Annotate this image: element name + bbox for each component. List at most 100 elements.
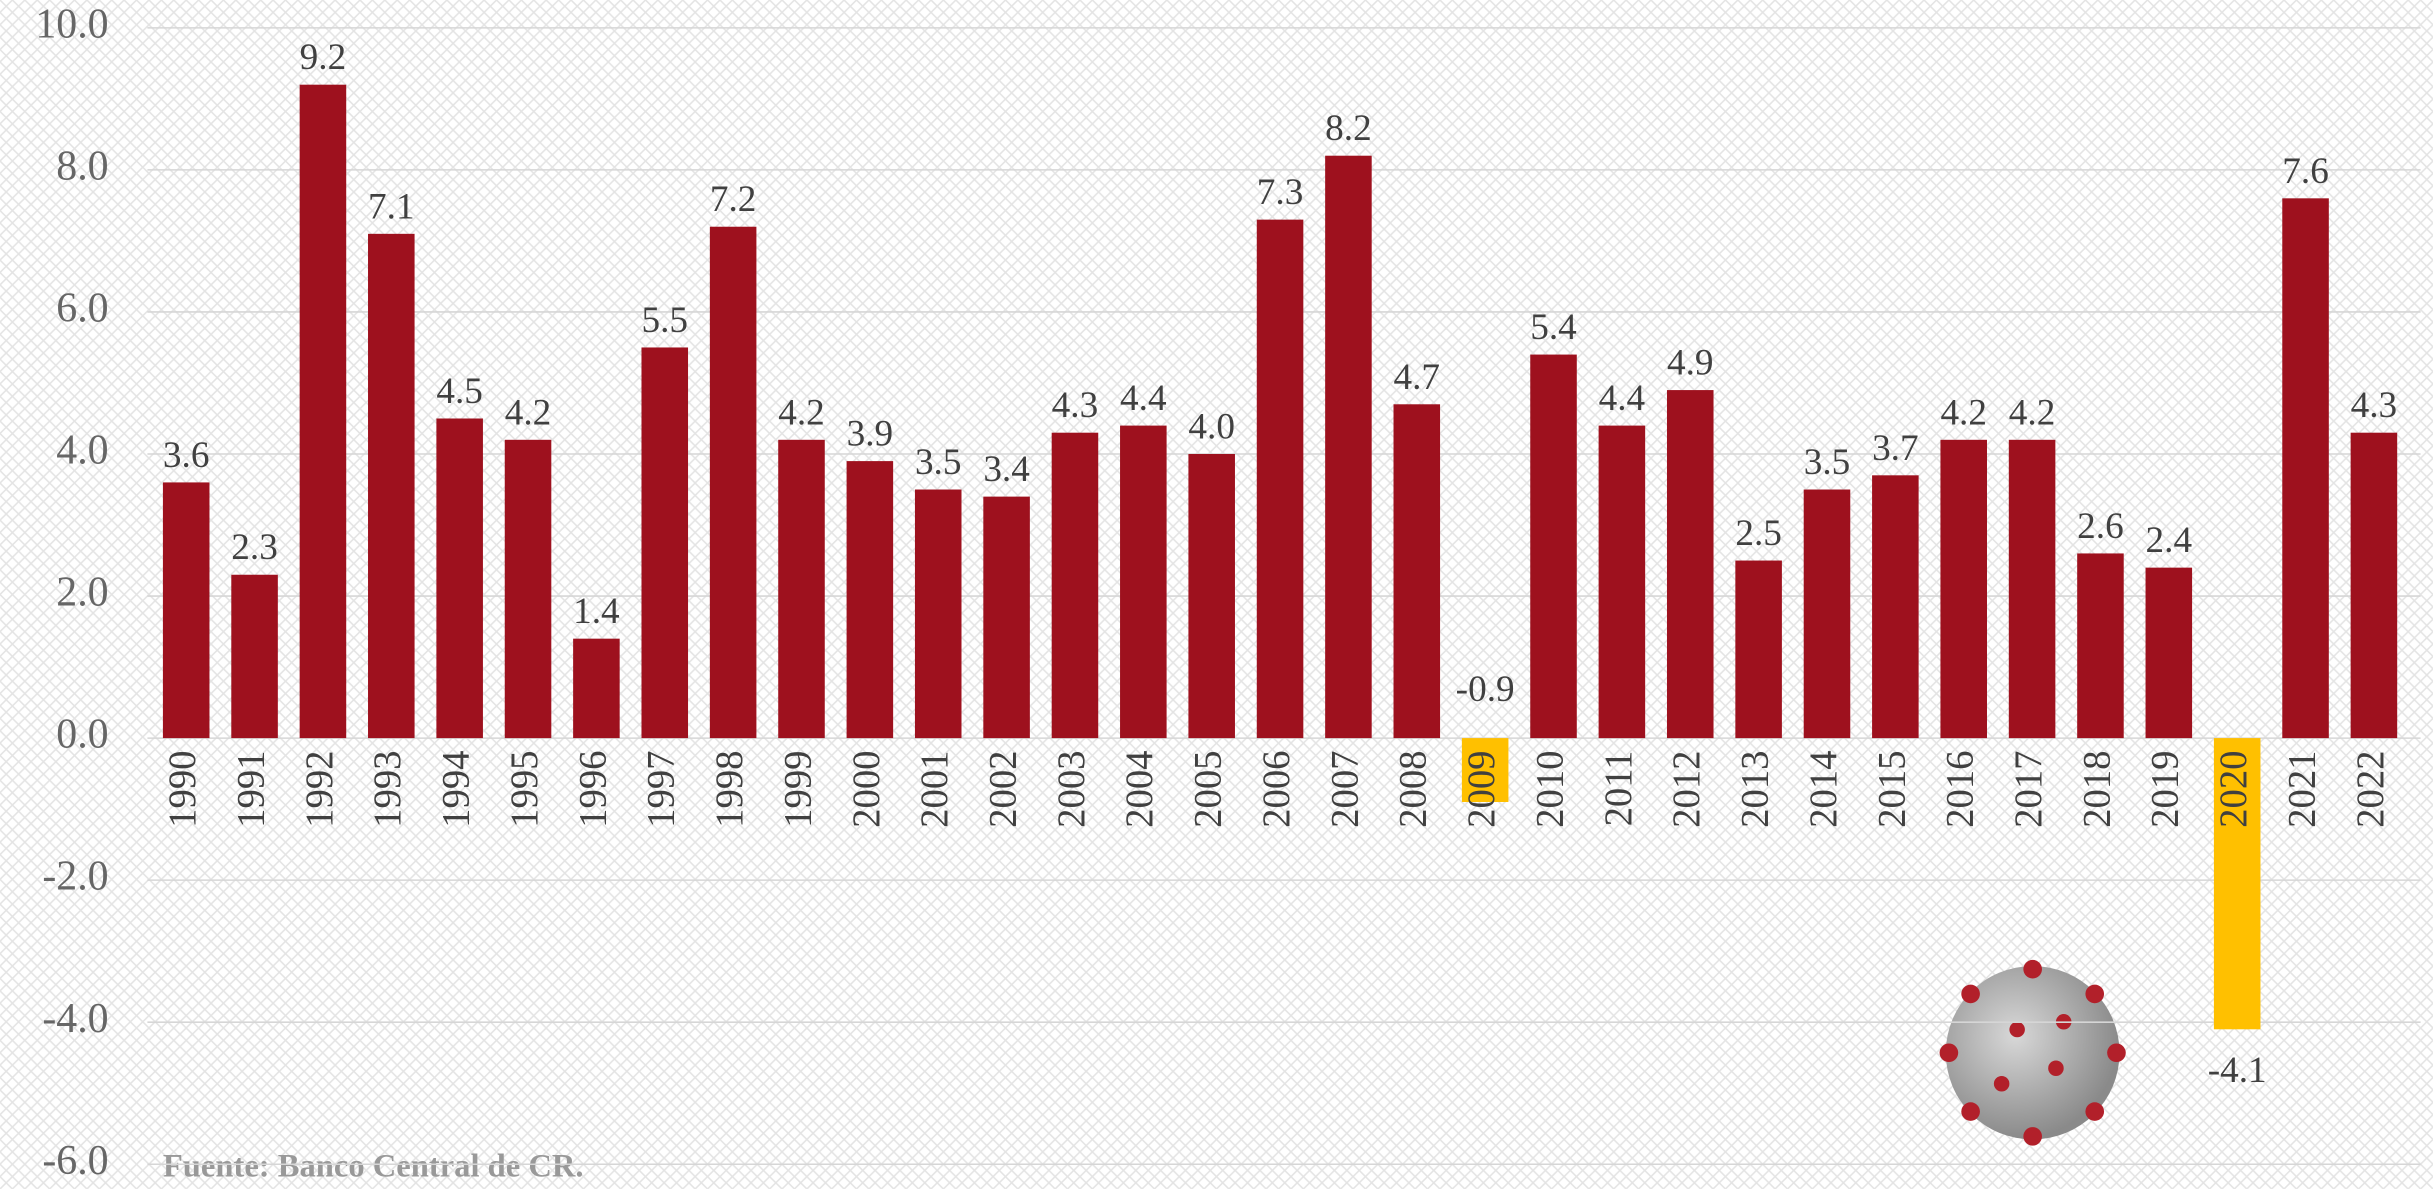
value-label: 4.9 [1667,343,1714,384]
x-tick-label: 2002 [981,750,1024,827]
bar [1052,433,1099,738]
value-label: 3.9 [847,414,894,455]
value-label: 4.4 [1120,378,1167,419]
bar [1872,475,1919,738]
bar [1667,390,1714,738]
bar [1257,220,1304,738]
value-label: -4.1 [2208,1050,2267,1091]
x-tick-label: 2009 [1460,750,1503,827]
y-tick-label: -6.0 [42,1138,108,1184]
x-tick-label: 2004 [1118,750,1161,827]
bar [231,575,278,738]
value-label: 3.6 [163,435,210,476]
bar [2282,198,2329,738]
x-tick-label: 1997 [640,750,683,827]
bar [1735,561,1782,739]
value-label: 4.2 [505,392,552,433]
x-tick-label: 2020 [2212,750,2255,827]
x-tick-label: 2016 [1939,750,1982,827]
value-label: 7.6 [2282,151,2329,192]
bar [1325,156,1372,738]
bar [2146,568,2193,738]
bar [1804,490,1851,739]
x-tick-label: 2000 [845,750,888,827]
y-tick-label: -2.0 [42,854,108,900]
x-tick-label: 2008 [1392,750,1435,827]
y-tick-label: 10.0 [35,2,108,48]
bar [2077,553,2124,738]
value-label: 4.3 [1052,385,1099,426]
value-label: 2.4 [2146,520,2193,561]
x-tick-label: 1992 [298,750,341,827]
x-tick-label: 2010 [1528,750,1571,827]
y-tick-label: 4.0 [56,428,108,474]
x-tick-label: 2014 [1802,750,1845,827]
value-label: 2.6 [2077,506,2124,547]
x-tick-label: 2017 [2007,750,2050,827]
x-tick-label: 2007 [1323,750,1366,827]
x-tick-label: 2022 [2349,750,2392,827]
x-tick-label: 1991 [229,750,272,827]
value-label: 4.7 [1394,357,1441,398]
bar [778,440,825,738]
value-label: 7.2 [710,179,757,220]
bar [436,418,483,738]
value-label: 4.2 [778,392,825,433]
value-label: 2.5 [1735,513,1782,554]
chart: Fuente: Banco Central de CR. -6.0-4.0-2.… [0,0,2433,1189]
value-label: 3.5 [915,442,962,483]
bar [2009,440,2056,738]
x-tick-label: 1995 [503,750,546,827]
bar [163,482,210,738]
value-label: 7.3 [1257,172,1304,213]
bar [1394,404,1441,738]
value-label: 4.3 [2351,385,2398,426]
x-tick-label: 2013 [1733,750,1776,827]
bar [1599,426,1646,738]
x-tick-label: 1998 [708,750,751,827]
value-label: 3.5 [1804,442,1851,483]
virus-icon [1940,960,2126,1146]
bar [505,440,552,738]
bar [300,85,347,738]
value-label: 3.7 [1872,428,1919,469]
y-tick-label: -4.0 [42,996,108,1042]
x-tick-label: 1994 [435,750,478,827]
x-tick-label: 1996 [571,750,614,827]
value-label: 5.5 [641,300,688,341]
value-label: 5.4 [1530,307,1577,348]
value-label: 3.4 [983,449,1030,490]
value-label: 9.2 [300,37,347,78]
y-tick-label: 0.0 [56,712,108,758]
value-label: 7.1 [368,186,415,227]
bar [641,347,688,738]
x-tick-label: 2011 [1597,750,1640,826]
x-tick-label: 2012 [1665,750,1708,827]
bar [573,639,620,738]
bar [368,234,415,738]
value-label: 4.2 [1940,392,1987,433]
value-label: 8.2 [1325,108,1372,149]
bar [2351,433,2398,738]
x-tick-label: 2019 [2144,750,2187,827]
bar [983,497,1030,738]
bar [1940,440,1987,738]
y-tick-label: 6.0 [56,286,108,332]
value-label: 2.3 [231,527,278,568]
x-tick-label: 2015 [1870,750,1913,827]
value-label: -0.9 [1456,669,1515,710]
value-label: 4.0 [1188,407,1235,448]
x-tick-label: 2005 [1187,750,1230,827]
value-label: 1.4 [573,591,620,632]
value-label: 4.5 [436,371,483,412]
x-tick-label: 2003 [1050,750,1093,827]
x-tick-label: 1990 [161,750,204,827]
value-label: 4.2 [2009,392,2056,433]
x-tick-label: 1999 [776,750,819,827]
y-tick-label: 8.0 [56,144,108,190]
bar [847,461,894,738]
bar [1188,454,1235,738]
bar [1120,426,1167,738]
value-label: 4.4 [1599,378,1646,419]
x-tick-label: 2021 [2280,750,2323,827]
